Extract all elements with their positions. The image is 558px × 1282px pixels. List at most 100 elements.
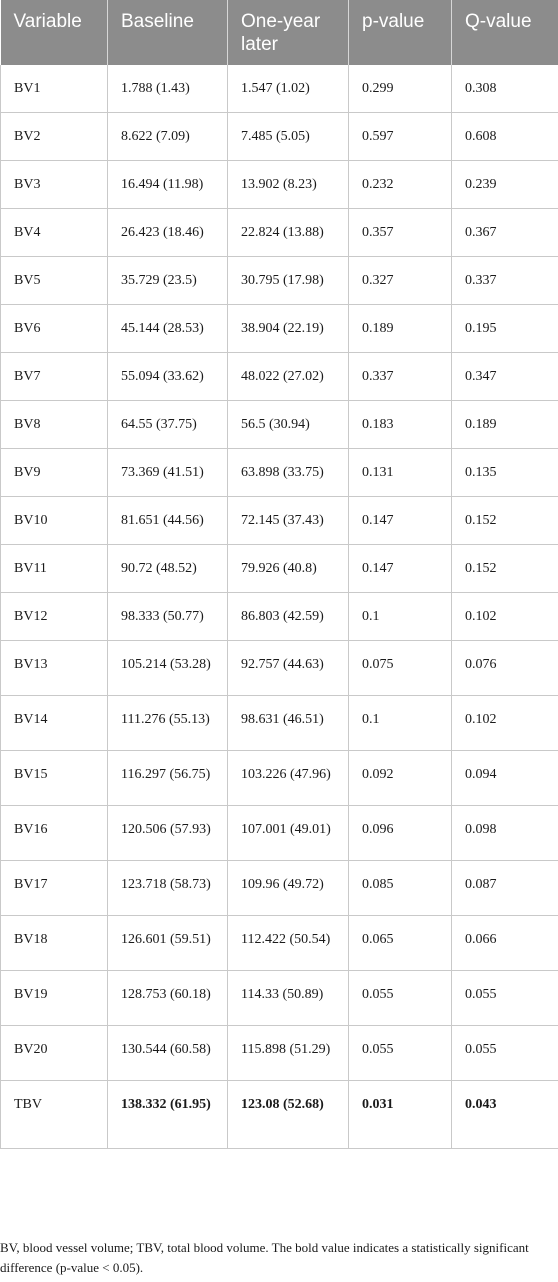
variable-cell: BV7 — [0, 352, 108, 401]
table-row: BV18 126.601 (59.51) 112.422 (50.54) 0.065 0… — [0, 915, 558, 971]
baseline-cell: 123.718 (58.73) — [107, 860, 228, 916]
baseline-cell: 73.369 (41.51) — [107, 448, 228, 497]
p-value-cell: 0.147 — [348, 544, 452, 593]
baseline-cell: 45.144 (28.53) — [107, 304, 228, 353]
variable-cell: BV13 — [0, 640, 108, 696]
p-value-cell: 0.1 — [348, 592, 452, 641]
table-row: BV12 98.333 (50.77) 86.803 (42.59) 0.1 0.102 — [0, 592, 558, 641]
baseline-cell: 16.494 (11.98) — [107, 160, 228, 209]
baseline-cell: 138.332 (61.95) — [107, 1080, 228, 1149]
baseline-cell: 130.544 (60.58) — [107, 1025, 228, 1081]
baseline-cell: 8.622 (7.09) — [107, 112, 228, 161]
variable-cell: BV15 — [0, 750, 108, 806]
one-year-later-cell: 22.824 (13.88) — [227, 208, 349, 257]
variable-cell: BV19 — [0, 970, 108, 1026]
baseline-cell: 26.423 (18.46) — [107, 208, 228, 257]
header-q-value: Q-value — [451, 0, 558, 65]
one-year-later-cell: 56.5 (30.94) — [227, 400, 349, 449]
q-value-cell: 0.102 — [451, 695, 558, 751]
p-value-cell: 0.031 — [348, 1080, 452, 1149]
baseline-cell: 126.601 (59.51) — [107, 915, 228, 971]
table-footnote: BV, blood vessel volume; TBV, total bloo… — [0, 1240, 529, 1275]
results-table: Variable Baseline One-year later p-value… — [0, 0, 558, 1149]
table-row: TBV 138.332 (61.95) 123.08 (52.68) 0.031 0.0… — [0, 1080, 558, 1149]
variable-cell: BV14 — [0, 695, 108, 751]
p-value-cell: 0.147 — [348, 496, 452, 545]
table-row: BV11 90.72 (48.52) 79.926 (40.8) 0.147 0.152 — [0, 544, 558, 593]
table-row: BV17 123.718 (58.73) 109.96 (49.72) 0.085 0.… — [0, 860, 558, 916]
variable-cell: BV5 — [0, 256, 108, 305]
table-body: BV1 1.788 (1.43) 1.547 (1.02) 0.299 0.308 BV2… — [0, 65, 558, 1149]
baseline-cell: 90.72 (48.52) — [107, 544, 228, 593]
variable-cell: BV4 — [0, 208, 108, 257]
q-value-cell: 0.094 — [451, 750, 558, 806]
table-row: BV15 116.297 (56.75) 103.226 (47.96) 0.092 0… — [0, 750, 558, 806]
header-variable: Variable — [0, 0, 108, 65]
one-year-later-cell: 86.803 (42.59) — [227, 592, 349, 641]
p-value-cell: 0.1 — [348, 695, 452, 751]
table-row: BV1 1.788 (1.43) 1.547 (1.02) 0.299 0.308 — [0, 65, 558, 113]
baseline-cell: 105.214 (53.28) — [107, 640, 228, 696]
q-value-cell: 0.066 — [451, 915, 558, 971]
one-year-later-cell: 112.422 (50.54) — [227, 915, 349, 971]
table-row: BV14 111.276 (55.13) 98.631 (46.51) 0.1 0.10… — [0, 695, 558, 751]
one-year-later-cell: 109.96 (49.72) — [227, 860, 349, 916]
p-value-cell: 0.055 — [348, 1025, 452, 1081]
table-header: Variable Baseline One-year later p-value… — [0, 0, 558, 65]
p-value-cell: 0.131 — [348, 448, 452, 497]
header-p-value: p-value — [348, 0, 452, 65]
variable-cell: BV10 — [0, 496, 108, 545]
q-value-cell: 0.337 — [451, 256, 558, 305]
one-year-later-cell: 30.795 (17.98) — [227, 256, 349, 305]
p-value-cell: 0.092 — [348, 750, 452, 806]
variable-cell: BV20 — [0, 1025, 108, 1081]
variable-cell: BV12 — [0, 592, 108, 641]
p-value-cell: 0.065 — [348, 915, 452, 971]
table-row: BV2 8.622 (7.09) 7.485 (5.05) 0.597 0.608 — [0, 112, 558, 161]
variable-cell: BV2 — [0, 112, 108, 161]
table-row: BV3 16.494 (11.98) 13.902 (8.23) 0.232 0.239 — [0, 160, 558, 209]
baseline-cell: 1.788 (1.43) — [107, 65, 228, 113]
baseline-cell: 128.753 (60.18) — [107, 970, 228, 1026]
p-value-cell: 0.183 — [348, 400, 452, 449]
variable-cell: BV3 — [0, 160, 108, 209]
one-year-later-cell: 7.485 (5.05) — [227, 112, 349, 161]
table-row: BV6 45.144 (28.53) 38.904 (22.19) 0.189 0.19… — [0, 304, 558, 353]
p-value-cell: 0.357 — [348, 208, 452, 257]
variable-cell: BV11 — [0, 544, 108, 593]
header-one-year-later: One-year later — [227, 0, 349, 65]
table-row: BV4 26.423 (18.46) 22.824 (13.88) 0.357 0.36… — [0, 208, 558, 257]
q-value-cell: 0.608 — [451, 112, 558, 161]
q-value-cell: 0.102 — [451, 592, 558, 641]
header-row: Variable Baseline One-year later p-value… — [0, 0, 558, 65]
table-row: BV19 128.753 (60.18) 114.33 (50.89) 0.055 0.… — [0, 970, 558, 1026]
variable-cell: BV1 — [0, 65, 108, 113]
q-value-cell: 0.087 — [451, 860, 558, 916]
table-row: BV8 64.55 (37.75) 56.5 (30.94) 0.183 0.189 — [0, 400, 558, 449]
variable-cell: BV6 — [0, 304, 108, 353]
baseline-cell: 55.094 (33.62) — [107, 352, 228, 401]
variable-cell: BV9 — [0, 448, 108, 497]
one-year-later-cell: 1.547 (1.02) — [227, 65, 349, 113]
q-value-cell: 0.135 — [451, 448, 558, 497]
baseline-cell: 116.297 (56.75) — [107, 750, 228, 806]
baseline-cell: 35.729 (23.5) — [107, 256, 228, 305]
p-value-cell: 0.085 — [348, 860, 452, 916]
variable-cell: TBV — [0, 1080, 108, 1149]
p-value-cell: 0.096 — [348, 805, 452, 861]
p-value-cell: 0.055 — [348, 970, 452, 1026]
p-value-cell: 0.189 — [348, 304, 452, 353]
one-year-later-cell: 107.001 (49.01) — [227, 805, 349, 861]
p-value-cell: 0.232 — [348, 160, 452, 209]
q-value-cell: 0.347 — [451, 352, 558, 401]
one-year-later-cell: 63.898 (33.75) — [227, 448, 349, 497]
one-year-later-cell: 79.926 (40.8) — [227, 544, 349, 593]
p-value-cell: 0.075 — [348, 640, 452, 696]
variable-cell: BV18 — [0, 915, 108, 971]
table-row: BV20 130.544 (60.58) 115.898 (51.29) 0.055 0… — [0, 1025, 558, 1081]
baseline-cell: 98.333 (50.77) — [107, 592, 228, 641]
p-value-cell: 0.327 — [348, 256, 452, 305]
q-value-cell: 0.195 — [451, 304, 558, 353]
one-year-later-cell: 103.226 (47.96) — [227, 750, 349, 806]
table-row: BV13 105.214 (53.28) 92.757 (44.63) 0.075 0.… — [0, 640, 558, 696]
